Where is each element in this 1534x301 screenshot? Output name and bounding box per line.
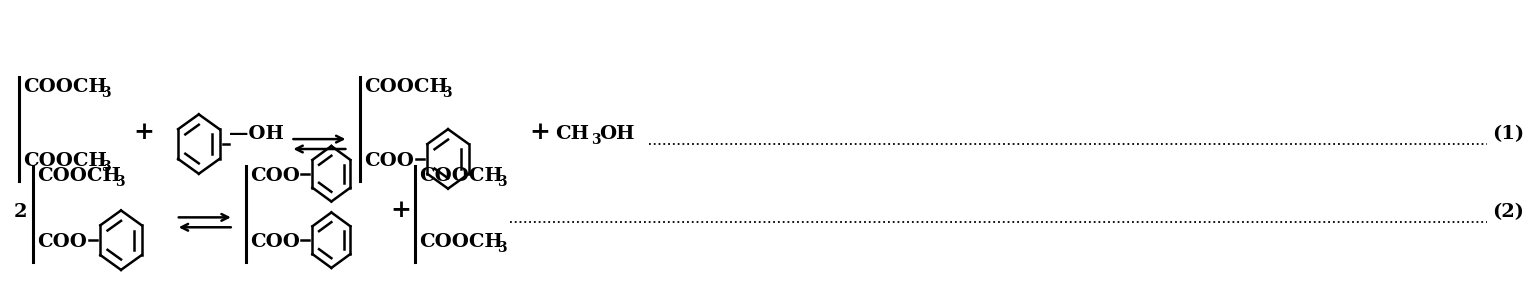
Text: 3: 3 [115,175,124,189]
Text: 3: 3 [497,175,506,189]
Text: 2: 2 [14,203,28,221]
Text: +: + [529,120,551,144]
Text: COO: COO [250,233,299,251]
Text: COOCH: COOCH [23,78,107,95]
Text: COO: COO [250,167,299,185]
Text: COOCH: COOCH [419,233,503,251]
Text: +: + [133,120,153,144]
Text: (1): (1) [1493,125,1523,143]
Text: (2): (2) [1493,203,1523,221]
Text: —OH: —OH [229,125,284,143]
Text: COOCH: COOCH [364,78,448,95]
Text: 3: 3 [497,241,506,255]
Text: 3: 3 [442,85,451,100]
Text: COO: COO [37,233,87,251]
Text: OH: OH [600,125,635,143]
Text: +: + [390,198,411,222]
Text: COOCH: COOCH [23,152,107,170]
Text: CH: CH [555,125,589,143]
Text: COO: COO [364,152,414,170]
Text: 3: 3 [101,160,110,174]
Text: 3: 3 [101,85,110,100]
Text: COOCH: COOCH [419,167,503,185]
Text: 3: 3 [591,133,600,147]
Text: COOCH: COOCH [37,167,121,185]
